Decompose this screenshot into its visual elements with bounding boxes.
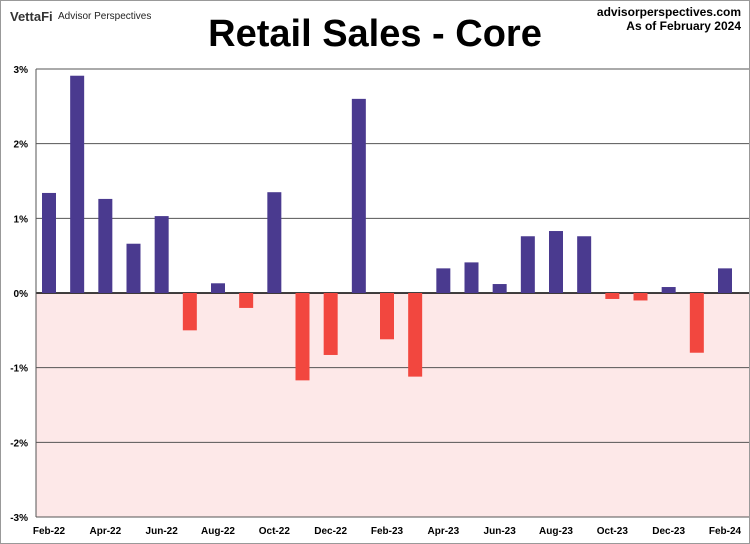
bar-Sep-22	[239, 293, 254, 308]
x-tick-label: Feb-23	[371, 526, 404, 537]
x-tick-label: Feb-22	[33, 526, 66, 537]
x-tick-label: Jun-23	[484, 526, 517, 537]
bar-Jul-22	[182, 293, 197, 331]
bar-May-23	[464, 262, 479, 293]
bar-Jan-23	[351, 98, 366, 293]
x-tick-label: Aug-23	[539, 526, 573, 537]
bar-Sep-23	[577, 236, 592, 293]
bar-Oct-23	[605, 293, 620, 299]
bar-Apr-22	[98, 198, 113, 293]
brand-name: Advisor Perspectives	[58, 11, 152, 22]
x-tick-label: Dec-23	[652, 526, 685, 537]
bar-Dec-22	[323, 293, 338, 355]
x-tick-label: Oct-23	[597, 526, 629, 537]
y-tick-label: -3%	[10, 513, 28, 524]
bar-Jul-23	[520, 236, 535, 293]
x-tick-label: Dec-22	[314, 526, 347, 537]
bar-Nov-23	[633, 293, 648, 301]
bar-Feb-24	[718, 268, 732, 293]
vettafi-logo: VettaFi	[10, 9, 53, 24]
bar-Mar-23	[408, 293, 423, 377]
y-tick-label: 1%	[14, 214, 29, 225]
bar-Feb-23	[380, 293, 394, 340]
y-tick-label: 0%	[14, 289, 29, 300]
site: advisorperspectives.com	[596, 5, 741, 19]
bar-Aug-23	[549, 231, 563, 293]
x-tick-label: Apr-23	[427, 526, 459, 537]
bar-Feb-22	[42, 192, 56, 293]
bar-Apr-23	[436, 268, 451, 293]
x-tick-label: Apr-22	[89, 526, 121, 537]
bar-Jun-23	[492, 284, 507, 293]
x-tick-label: Jun-22	[146, 526, 179, 537]
bar-Aug-22	[211, 283, 225, 293]
x-tick-label: Oct-22	[259, 526, 291, 537]
as-of-date: As of February 2024	[626, 19, 741, 33]
source-info: advisorperspectives.com As of February 20…	[597, 5, 741, 33]
bar-Oct-22	[267, 192, 282, 293]
bar-Dec-23	[661, 287, 676, 293]
y-tick-label: 2%	[14, 140, 29, 151]
y-tick-label: -2%	[10, 438, 28, 449]
chart-title: Retail Sales - Core	[208, 13, 542, 55]
y-tick-label: -1%	[10, 364, 28, 375]
x-tick-label: Aug-22	[201, 526, 235, 537]
bar-Mar-22	[70, 75, 85, 293]
bar-Nov-22	[295, 293, 310, 381]
bar-Jan-24	[689, 293, 704, 353]
y-tick-label: 3%	[14, 65, 29, 76]
bar-Jun-22	[154, 216, 169, 293]
x-tick-label: Feb-24	[709, 526, 742, 537]
bar-May-22	[126, 243, 141, 293]
